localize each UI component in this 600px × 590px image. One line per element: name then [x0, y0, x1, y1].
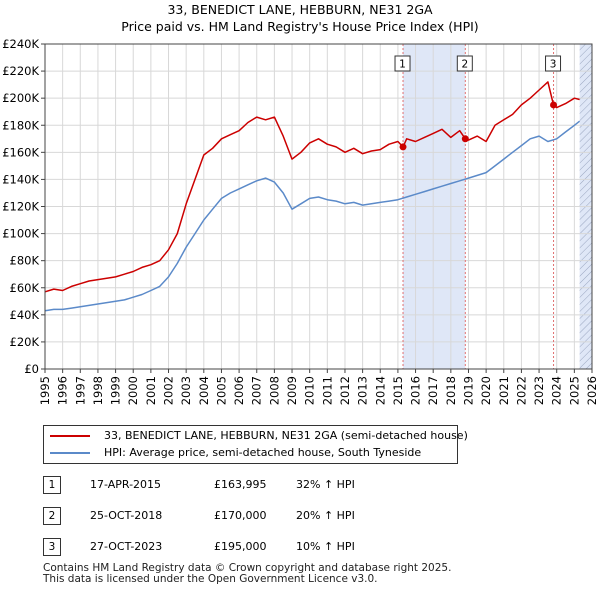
hpi-line [44, 120, 581, 312]
transaction-number-badge: 2 [43, 507, 61, 525]
x-tick-label: 1995 [38, 376, 52, 405]
x-tick-label: 2020 [479, 376, 493, 405]
x-tick-label: 2023 [532, 376, 546, 405]
legend-item-hpi: HPI: Average price, semi-detached house,… [50, 445, 421, 461]
x-tick-label: 2026 [585, 376, 599, 405]
hpi-line-swatch [50, 452, 90, 454]
legend-item-property: 33, BENEDICT LANE, HEBBURN, NE31 2GA (se… [50, 428, 468, 444]
x-tick-label: 2006 [232, 376, 246, 405]
price-chart: 1 2 3 £0 £20K £40K £60K £80K £100K £120K £140K £16… [2, 37, 599, 405]
x-tick-label: 2008 [267, 376, 281, 405]
transaction-price: £170,000 [214, 509, 267, 522]
y-tick-label: £120K [2, 200, 39, 214]
sale-label-number: 3 [550, 59, 557, 71]
sale-point [399, 143, 407, 151]
x-tick-label: 2003 [179, 376, 193, 405]
x-tick-label: 2015 [391, 376, 405, 405]
transaction-number-badge: 3 [43, 538, 61, 556]
sale-point [550, 101, 558, 109]
transaction-row: 2 25-OCT-2018 £170,000 20% ↑ HPI [0, 507, 600, 529]
x-tick-label: 2010 [303, 376, 317, 405]
x-tick-label: 1999 [109, 376, 123, 405]
y-tick-label: £20K [10, 335, 40, 349]
x-tick-label: 2001 [144, 376, 158, 405]
sale-label-box [394, 55, 411, 72]
x-tick-label: 2017 [426, 376, 440, 405]
transaction-date: 17-APR-2015 [90, 478, 162, 491]
y-tick-label: £180K [2, 118, 39, 132]
footer-licence: This data is licensed under the Open Gov… [43, 573, 378, 585]
y-tick-label: £100K [2, 227, 39, 241]
y-tick-label: £0 [24, 362, 39, 376]
x-tick-label: 2002 [162, 376, 176, 405]
x-tick-label: 2022 [514, 376, 528, 405]
y-tick-label: £240K [2, 37, 39, 51]
transaction-number-badge: 1 [43, 476, 61, 494]
y-tick-label: £220K [2, 64, 39, 78]
y-tick-label: £200K [2, 91, 39, 105]
y-tick-label: £40K [10, 308, 40, 322]
chart-title-line-1: 33, BENEDICT LANE, HEBBURN, NE31 2GA [167, 2, 433, 17]
transaction-row: 1 17-APR-2015 £163,995 32% ↑ HPI [0, 476, 600, 498]
x-tick-label: 2019 [461, 376, 475, 405]
x-tick-label: 2009 [285, 376, 299, 405]
transaction-date: 27-OCT-2023 [90, 540, 163, 553]
transaction-date: 25-OCT-2018 [90, 509, 163, 522]
x-tick-label: 2007 [250, 376, 264, 405]
x-tick-label: 2025 [567, 376, 581, 405]
x-tick-label: 2004 [197, 376, 211, 405]
y-tick-label: £160K [2, 145, 39, 159]
sale-label-number: 1 [399, 59, 406, 71]
transaction-row: 3 27-OCT-2023 £195,000 10% ↑ HPI [0, 538, 600, 560]
x-tick-label: 2021 [497, 376, 511, 405]
x-tick-label: 2013 [356, 376, 370, 405]
chart-title-line-2: Price paid vs. HM Land Registry's House … [121, 19, 479, 34]
legend: 33, BENEDICT LANE, HEBBURN, NE31 2GA (se… [43, 425, 468, 464]
x-tick-label: 1998 [91, 376, 105, 405]
legend-label-hpi: HPI: Average price, semi-detached house,… [104, 446, 422, 459]
legend-label-property: 33, BENEDICT LANE, HEBBURN, NE31 2GA (se… [104, 429, 468, 442]
footer-copyright: Contains HM Land Registry data © Crown c… [43, 562, 452, 574]
x-tick-label: 2012 [338, 376, 352, 405]
sale-point [461, 135, 469, 143]
y-tick-label: £60K [10, 281, 40, 295]
sale-label-number: 2 [461, 59, 468, 71]
property-line-swatch [50, 435, 90, 437]
transaction-price: £163,995 [214, 478, 267, 491]
sale-label-box [545, 55, 562, 72]
y-tick-label: £140K [2, 172, 39, 186]
x-tick-label: 2005 [214, 376, 228, 405]
property-price-line [44, 81, 580, 293]
x-tick-label: 2014 [373, 376, 387, 405]
x-tick-label: 1996 [56, 376, 70, 405]
x-tick-label: 1997 [73, 376, 87, 405]
transaction-price: £195,000 [214, 540, 267, 553]
x-tick-label: 2018 [444, 376, 458, 405]
y-tick-label: £80K [10, 254, 40, 268]
transaction-hpi-change: 10% ↑ HPI [296, 540, 355, 553]
transaction-hpi-change: 20% ↑ HPI [296, 509, 355, 522]
x-tick-label: 2011 [320, 376, 334, 405]
transaction-hpi-change: 32% ↑ HPI [296, 478, 355, 491]
x-tick-label: 2000 [126, 376, 140, 405]
sale-label-box [456, 55, 473, 72]
x-tick-label: 2016 [409, 376, 423, 405]
x-tick-label: 2024 [550, 376, 564, 405]
